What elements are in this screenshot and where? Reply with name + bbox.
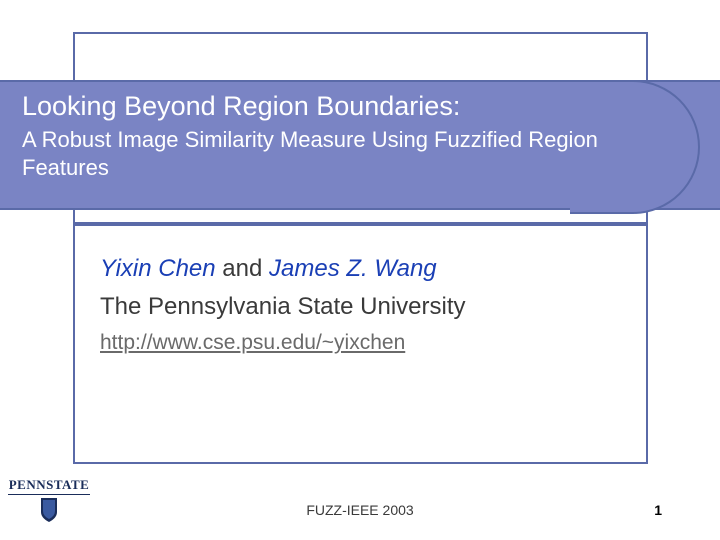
page-number: 1 xyxy=(654,502,662,518)
logo-text: PENNSTATE xyxy=(8,477,90,493)
author-connector: and xyxy=(216,255,269,282)
title-main: Looking Beyond Region Boundaries: xyxy=(22,90,622,122)
title-subtitle: A Robust Image Similarity Measure Using … xyxy=(22,126,622,181)
author-2: James Z. Wang xyxy=(269,255,437,282)
affiliation: The Pennsylvania State University xyxy=(100,293,640,321)
title-underline xyxy=(73,222,648,226)
footer-conference: FUZZ-IEEE 2003 xyxy=(0,502,720,518)
author-1: Yixin Chen xyxy=(100,255,216,282)
author-block: Yixin Chen and James Z. Wang The Pennsyl… xyxy=(100,255,640,355)
title-block: Looking Beyond Region Boundaries: A Robu… xyxy=(22,90,622,181)
logo-underline xyxy=(8,494,90,495)
authors-line: Yixin Chen and James Z. Wang xyxy=(100,255,640,283)
author-url: http://www.cse.psu.edu/~yixchen xyxy=(100,331,640,355)
